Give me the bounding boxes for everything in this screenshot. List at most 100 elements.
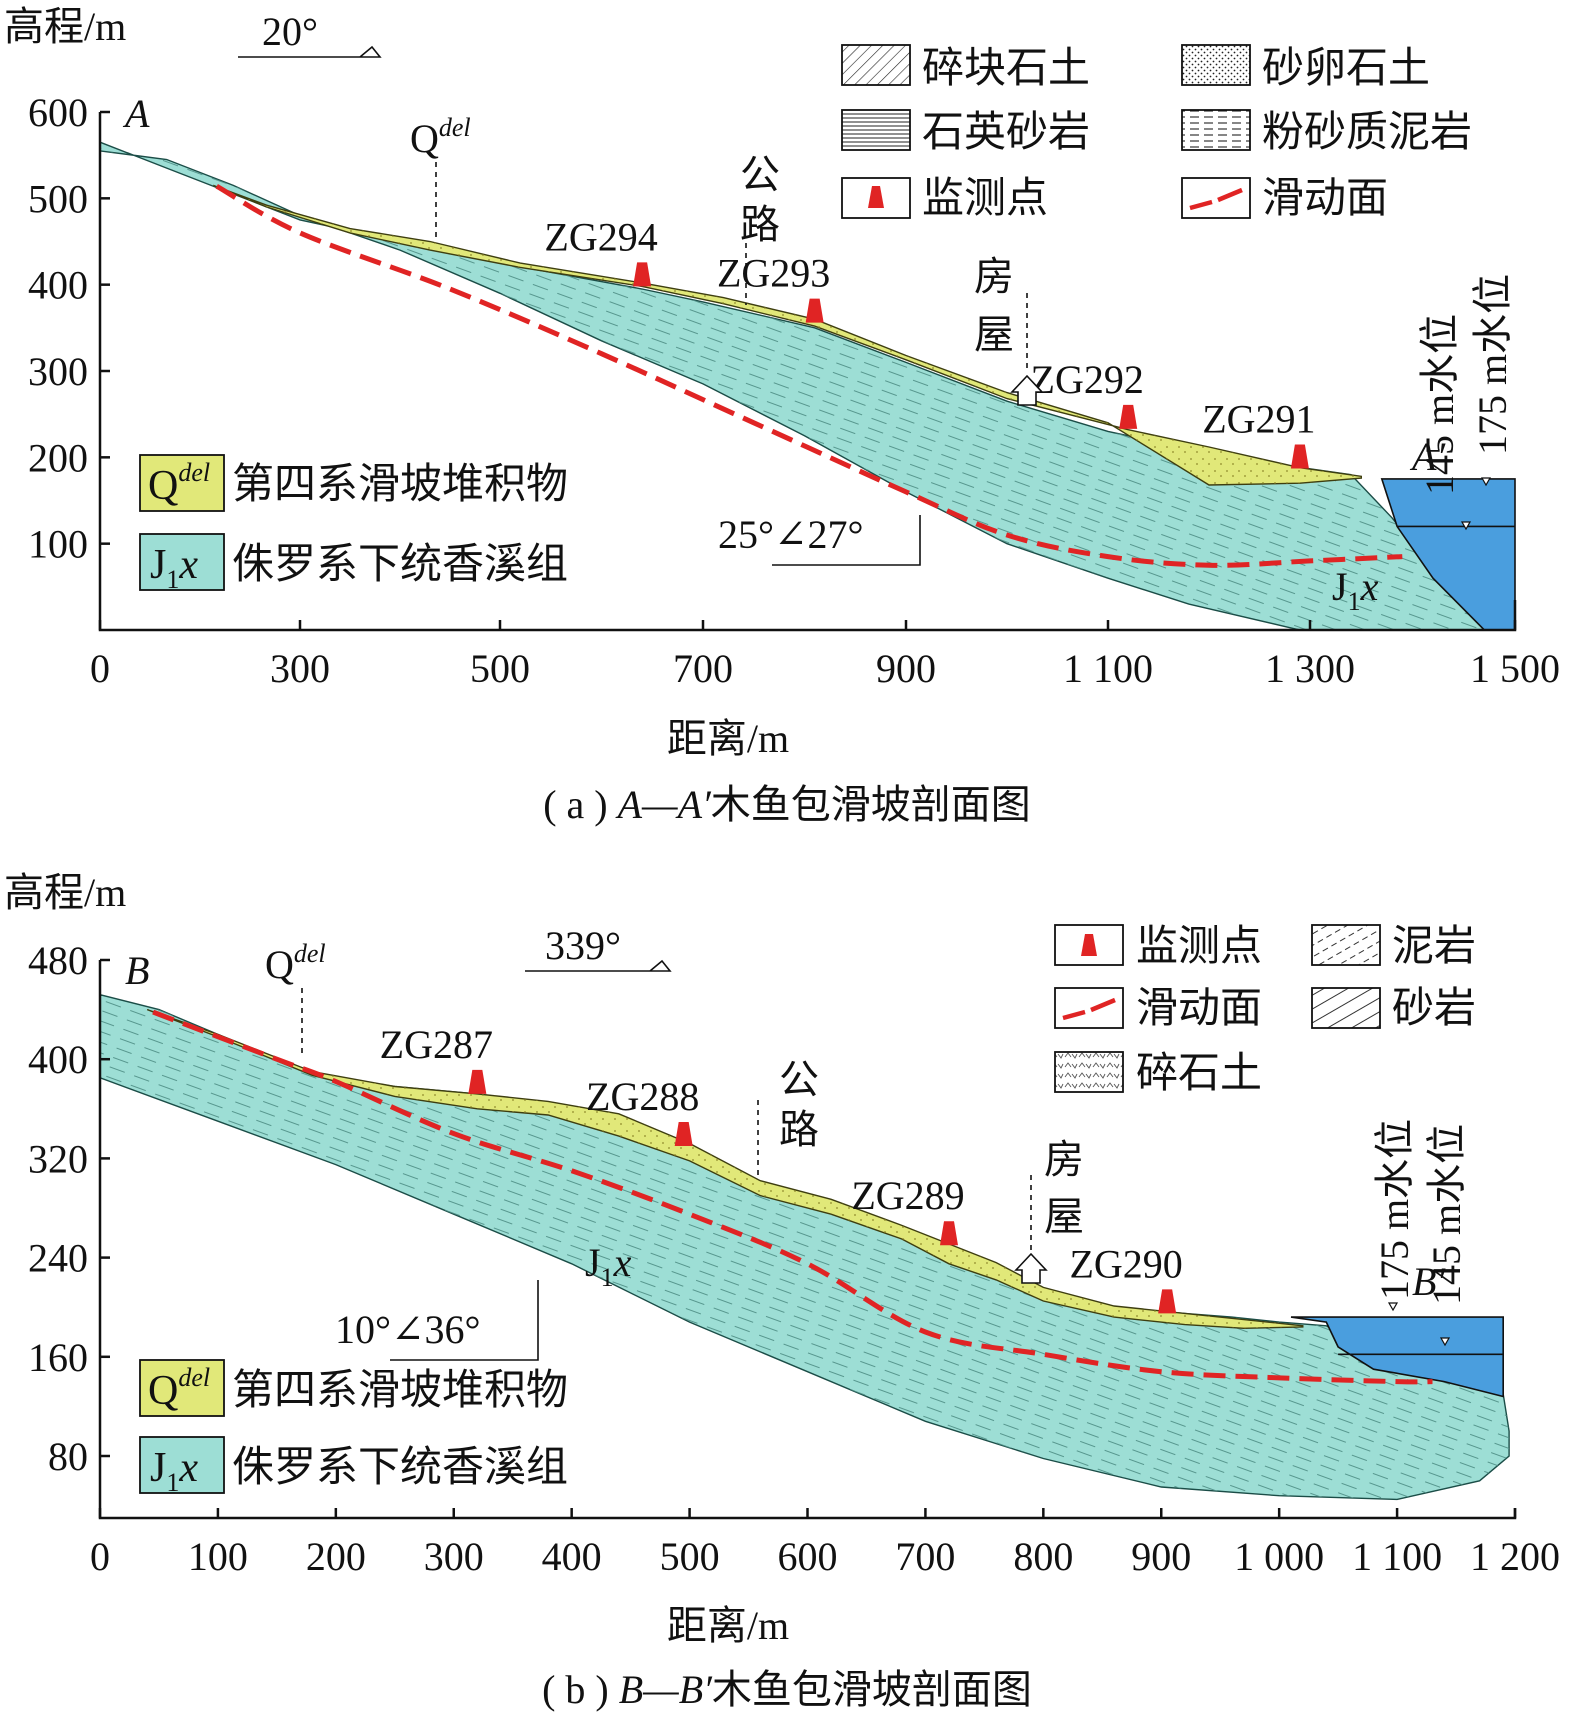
- panel-b-pattern-legend: 监测点 泥岩 滑动面 砂岩 碎石土: [1054, 924, 1476, 1097]
- svg-text:路: 路: [740, 202, 780, 247]
- svg-text:侏罗系下统香溪组: 侏罗系下统香溪组: [232, 542, 568, 588]
- panel-a-water-145-marker-icon: [1460, 521, 1472, 531]
- fine-lines-icon: [841, 109, 911, 151]
- panel-b-water-145-marker-icon: [1439, 1337, 1451, 1347]
- panel-b-monitor-label: ZG290: [1069, 1241, 1182, 1286]
- svg-text:滑动面: 滑动面: [1136, 986, 1262, 1032]
- panel-a-unit-legend: Qdel 第四系滑坡堆积物 J1x 侏罗系下统香溪组: [139, 454, 568, 594]
- panel-b-y-tick-label: 400: [28, 1037, 88, 1082]
- svg-text:公: 公: [779, 1057, 819, 1102]
- panel-a-water-body: [1380, 478, 1516, 631]
- panel-b-y-tick-label: 320: [28, 1136, 88, 1181]
- panel-a-unit-legend-swatch-q: [139, 454, 225, 512]
- svg-text:25°∠27°: 25°∠27°: [718, 512, 864, 557]
- panel-b-caption: ( b ) B—B′木鱼包滑坡剖面图: [542, 1667, 1032, 1712]
- svg-text:泥岩: 泥岩: [1392, 924, 1476, 970]
- panel-b-x-tick-label: 900: [1131, 1534, 1191, 1579]
- panel-a-monitor-label: ZG293: [717, 251, 830, 296]
- svg-text:339°: 339°: [545, 923, 621, 968]
- svg-text:监测点: 监测点: [1136, 924, 1262, 970]
- slip-line-icon: [1181, 177, 1251, 219]
- panel-a-y-tick-label: 200: [28, 435, 88, 480]
- panel-b-slip-surface: [152, 1009, 1433, 1385]
- panel-a-x-tick-label: 900: [876, 646, 936, 691]
- panel-a-qdel-callout: Qdel: [410, 113, 471, 240]
- svg-text:Qdel: Qdel: [148, 458, 210, 509]
- panel-b-x-tick-label: 800: [1013, 1534, 1073, 1579]
- panel-b-y-tick-label: 240: [28, 1236, 88, 1281]
- panel-a-monitor-label: ZG292: [1031, 357, 1144, 402]
- panel-a-monitor-zg294-icon: [633, 262, 652, 287]
- svg-text:Qdel: Qdel: [265, 939, 326, 987]
- panel-a-bedrock-texture: [100, 142, 1485, 630]
- panel-b-deposit-texture: [147, 1009, 1303, 1329]
- panel-a-y-tick-label: 400: [28, 263, 88, 308]
- svg-text:房: 房: [974, 254, 1014, 299]
- svg-text:175 m水位: 175 m水位: [1372, 1119, 1417, 1300]
- panel-b-y-tick-label: 160: [28, 1335, 88, 1380]
- sandstone-icon: [1311, 987, 1381, 1029]
- panel-b-monitors: ZG287 ZG288 ZG289 ZG290: [380, 1022, 1183, 1314]
- panel-a-monitor-zg291-icon: [1290, 444, 1309, 469]
- svg-text:碎块石土: 碎块石土: [922, 46, 1090, 92]
- svg-text:砂岩: 砂岩: [1392, 986, 1476, 1032]
- panel-a-monitor-label: ZG291: [1202, 397, 1315, 442]
- svg-text:滑动面: 滑动面: [1262, 176, 1388, 222]
- marker-triangle-icon: [868, 186, 884, 208]
- svg-text:Qdel: Qdel: [410, 113, 471, 161]
- hatch-icon: [841, 44, 911, 86]
- slip-line-icon: [1054, 987, 1124, 1029]
- svg-text:碎石土: 碎石土: [1136, 1051, 1262, 1097]
- svg-text:10°∠36°: 10°∠36°: [335, 1307, 481, 1352]
- svg-text:侏罗系下统香溪组: 侏罗系下统香溪组: [232, 1445, 568, 1491]
- svg-text:J1x: J1x: [150, 542, 198, 594]
- panel-a-y-tick-label: 500: [28, 176, 88, 221]
- svg-text:J1x: J1x: [150, 1445, 198, 1497]
- panel-a-x-tick-label: 700: [673, 646, 733, 691]
- panel-b-road-label: 公 路: [757, 1057, 819, 1175]
- panel-a-x-tick-label: 1 500: [1470, 646, 1560, 691]
- panel-b-x-tick-label: 200: [306, 1534, 366, 1579]
- panel-b-house-label: 房 屋: [1014, 1137, 1084, 1284]
- panel-b-x-tick-label: 100: [188, 1534, 248, 1579]
- svg-text:粉砂质泥岩: 粉砂质泥岩: [1262, 110, 1472, 156]
- panel-b-monitor-zg290-icon: [1158, 1289, 1177, 1314]
- svg-text:第四系滑坡堆积物: 第四系滑坡堆积物: [232, 1368, 568, 1414]
- panel-a-x-tick-label: 1 100: [1063, 646, 1153, 691]
- panel-b-section-end: B′: [1412, 1259, 1446, 1304]
- panel-b-monitor-zg287-icon: [468, 1069, 487, 1094]
- panel-a-monitor-zg292-icon: [1119, 404, 1138, 429]
- panel-a-deposit-texture: [213, 185, 1362, 485]
- panel-a-water-175-marker-icon: [1480, 477, 1492, 487]
- svg-text:Qdel: Qdel: [148, 1363, 210, 1414]
- panel-b-unit-legend-swatch-j: [139, 1436, 225, 1494]
- panel-a-direction-arrow: 20°: [238, 9, 382, 58]
- dotted-icon: [1181, 44, 1251, 86]
- svg-text:砂卵石土: 砂卵石土: [1262, 46, 1430, 92]
- panel-a-section: 600 500 400 300 200 100 0 300 500 700 900 1 100 1 30…: [4, 4, 1560, 827]
- panel-b-water-175-marker-icon: [1387, 1302, 1399, 1312]
- panel-b-water-body: [1290, 1316, 1504, 1398]
- panel-b-x-tick-label: 300: [424, 1534, 484, 1579]
- panel-b-x-tick-label: 400: [542, 1534, 602, 1579]
- panel-a-x-tick-label: 500: [470, 646, 530, 691]
- panel-a-x-axis-label: 距离/m: [667, 716, 789, 761]
- panel-b-monitor-label: ZG289: [851, 1173, 964, 1218]
- svg-text:20°: 20°: [262, 9, 318, 54]
- svg-text:145 m水位: 145 m水位: [1424, 1124, 1469, 1305]
- panel-b-x-tick-label: 0: [90, 1534, 110, 1579]
- svg-text:监测点: 监测点: [922, 176, 1048, 222]
- panel-a-monitor-zg293-icon: [805, 298, 824, 323]
- panel-a-unit-legend-swatch-j: [139, 533, 225, 591]
- panel-a-water-labels: 145 m水位 175 m水位: [1417, 274, 1515, 531]
- panel-b-section-start: B: [125, 948, 149, 993]
- panel-a-attitude: 25°∠27°: [718, 512, 921, 566]
- panel-b-x-tick-label: 500: [660, 1534, 720, 1579]
- panel-a-monitors: ZG294 ZG293 ZG292 ZG291: [544, 214, 1316, 469]
- panel-b-monitor-label: ZG287: [380, 1022, 493, 1067]
- mudstone-icon: [1311, 924, 1381, 966]
- svg-text:公: 公: [740, 152, 780, 197]
